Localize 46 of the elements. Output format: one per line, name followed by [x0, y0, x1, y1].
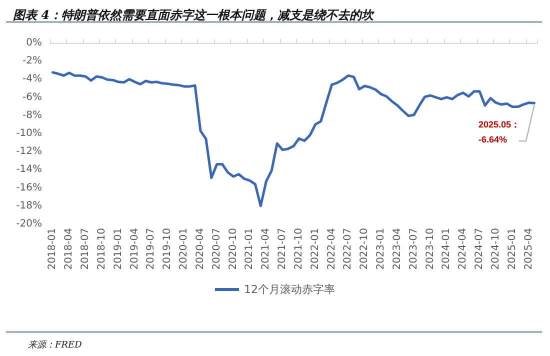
- x-tick-label: 2021-10: [293, 228, 304, 270]
- x-tick-label: 2025-04: [523, 228, 534, 270]
- x-tick-label: 2021-01: [244, 228, 256, 270]
- x-tick-label: 2020-04: [194, 228, 206, 270]
- y-tick-label: -2%: [22, 56, 42, 67]
- x-tick-label: 2021-04: [260, 228, 272, 270]
- x-tick-label: 2018-01: [47, 228, 58, 270]
- y-tick-label: 0%: [26, 38, 42, 48]
- y-tick-label: -10%: [16, 128, 42, 139]
- x-tick-label: 2023-01: [376, 228, 387, 270]
- x-tick-label: 2023-10: [424, 228, 436, 270]
- x-tick-label: 2018-04: [64, 228, 75, 270]
- x-tick-label: 2024-10: [490, 228, 502, 270]
- y-tick-label: -8%: [22, 110, 42, 121]
- legend-label: 12个月滚动赤字率: [244, 283, 335, 296]
- y-tick-label: -14%: [16, 164, 42, 176]
- x-tick-label: 2022-04: [326, 228, 338, 270]
- x-tick-label: 2024-07: [474, 228, 486, 270]
- line-series: [51, 71, 536, 208]
- x-tick-label: 2019-04: [129, 228, 140, 270]
- y-tick-label: -6%: [22, 92, 42, 103]
- y-tick-label: -12%: [16, 146, 42, 158]
- x-tick-label: 2019-07: [146, 228, 157, 270]
- y-tick-label: -16%: [16, 182, 42, 194]
- x-tick-label: 2023-07: [408, 228, 420, 270]
- x-tick-label: 2018-07: [80, 228, 92, 270]
- x-tick-label: 2022-01: [310, 228, 321, 270]
- y-tick-label: -18%: [16, 200, 42, 212]
- x-tick-label: 2024-01: [441, 228, 452, 270]
- x-tick-label: 2023-04: [392, 228, 403, 270]
- x-tick-label: 2020-01: [178, 228, 190, 270]
- source-note: 来源：FRED: [28, 340, 82, 350]
- x-tick-label: 2018-10: [96, 228, 108, 270]
- x-tick-label: 2019-01: [112, 228, 124, 270]
- x-tick-label: 2022-07: [342, 228, 354, 270]
- y-tick-label: -20%: [16, 218, 42, 230]
- x-tick-label: 2020-07: [211, 228, 222, 270]
- x-tick-label: 2024-04: [458, 228, 469, 270]
- x-tick-label: 2025-01: [506, 228, 518, 270]
- y-tick-label: -4%: [22, 74, 42, 85]
- x-tick-label: 2022-10: [359, 228, 370, 270]
- x-tick-label: 2021-07: [277, 228, 288, 270]
- annotation: 2025.05： -6.64%: [478, 120, 520, 144]
- x-tick-label: 2019-10: [162, 228, 174, 270]
- chart-title: 图表 4：特朗普依然需要直面赤字这一根本问题，减支是绕不去的坎: [13, 8, 375, 22]
- x-tick-label: 2020-10: [228, 228, 239, 270]
